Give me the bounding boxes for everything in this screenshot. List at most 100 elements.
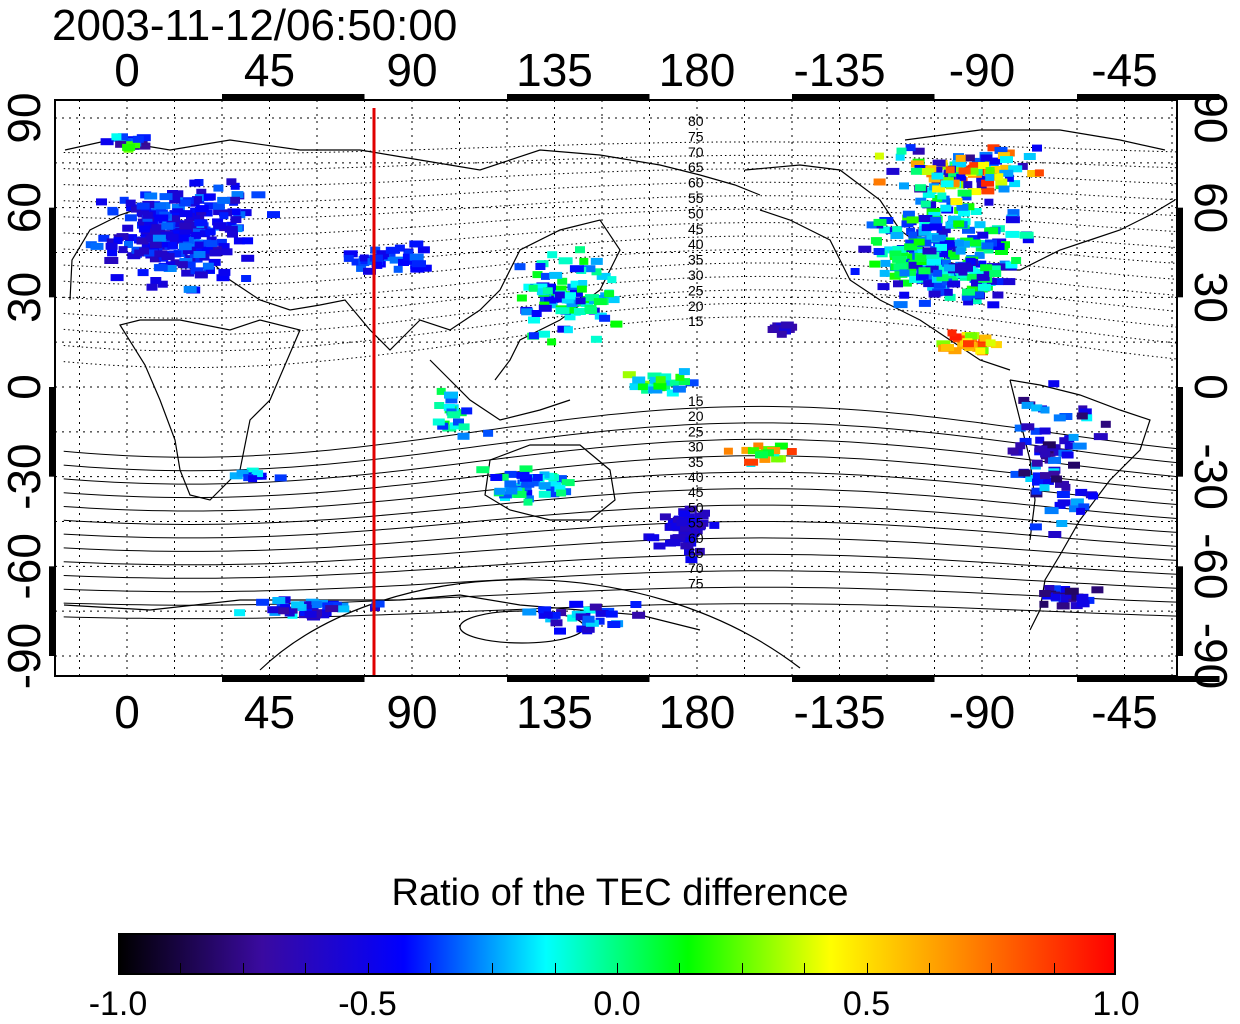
tec-map: 8075706560555045403530252015152025303540…	[0, 44, 1237, 738]
tec-cell	[1023, 153, 1036, 160]
tec-cell	[641, 386, 653, 394]
lon-tick-bottom: 135	[516, 686, 593, 738]
frame-bar	[1177, 207, 1183, 298]
contour-line	[63, 570, 1177, 593]
tec-cell	[971, 291, 985, 299]
tec-cell	[940, 204, 952, 212]
tec-cell	[148, 228, 161, 236]
tec-cell	[939, 250, 950, 258]
tec-cell	[230, 216, 242, 224]
tec-cell	[873, 178, 886, 186]
colorbar-minor-tick	[242, 963, 244, 975]
tec-cell	[157, 280, 168, 288]
contour-label: 40	[688, 469, 704, 485]
contour-label: 25	[688, 423, 704, 439]
tec-cell	[1061, 483, 1071, 491]
tec-cell	[921, 224, 932, 232]
tec-cell	[161, 222, 174, 230]
tec-cell	[579, 257, 589, 265]
tec-cell	[967, 235, 981, 243]
contour-label: 20	[688, 408, 704, 424]
tec-cell	[1056, 520, 1068, 527]
tec-cell	[925, 265, 939, 273]
tec-cell	[208, 258, 221, 266]
tec-cell	[902, 210, 915, 218]
tec-cell	[669, 379, 679, 387]
tec-cell	[759, 455, 771, 463]
tec-cell	[962, 340, 974, 348]
coastline	[119, 319, 301, 501]
tec-cell	[694, 512, 709, 520]
tec-cell	[554, 291, 565, 299]
tec-cell	[680, 542, 694, 550]
contour-line	[259, 579, 801, 671]
tec-cell	[1034, 445, 1048, 453]
lat-tick-right: -30	[1185, 443, 1237, 509]
tec-cell	[906, 227, 916, 235]
tec-cell	[605, 610, 618, 618]
tec-cell	[858, 245, 872, 253]
tec-cell	[956, 203, 969, 211]
contour-label: 55	[688, 190, 704, 206]
tec-cell	[193, 251, 206, 258]
tec-cell	[543, 611, 553, 619]
tec-cell	[950, 198, 963, 205]
tec-cell	[971, 279, 982, 287]
contour-line	[63, 521, 1177, 552]
tec-cell	[504, 480, 517, 488]
tec-cell	[359, 254, 369, 262]
tec-cell	[918, 239, 932, 247]
contour-line	[63, 553, 1177, 579]
tec-cell	[154, 250, 168, 258]
tec-cell	[993, 278, 1004, 286]
lat-tick-right: 90	[1185, 92, 1237, 143]
tec-cell	[932, 159, 946, 167]
tec-cell	[393, 265, 403, 273]
tec-cell	[206, 236, 217, 244]
tec-cell	[870, 237, 882, 245]
tec-cell	[914, 184, 926, 192]
contour-line	[63, 154, 1177, 171]
tec-cell	[528, 332, 539, 340]
tec-cell	[599, 314, 611, 322]
tec-cell	[659, 513, 671, 521]
tec-cell	[150, 210, 161, 218]
tec-cell	[780, 321, 794, 329]
tec-cell	[548, 490, 560, 498]
tec-cell	[940, 180, 954, 188]
tec-cell	[111, 133, 122, 141]
tec-cell	[146, 283, 158, 291]
tec-cell	[936, 268, 951, 276]
lat-tick-right: -90	[1185, 623, 1237, 689]
tec-cell	[684, 548, 694, 556]
tec-cell	[985, 339, 996, 347]
tec-cell	[569, 289, 583, 297]
tec-cell	[403, 249, 413, 257]
tec-cell	[1031, 487, 1042, 495]
tec-cell	[447, 411, 461, 419]
tec-cell	[687, 516, 700, 524]
tec-cell	[980, 264, 993, 272]
tec-cell	[149, 255, 161, 263]
tec-cell	[604, 290, 615, 298]
contour-label: 55	[688, 515, 704, 531]
contour-label: 70	[688, 560, 704, 576]
tec-cell	[434, 402, 445, 409]
tec-cell	[1007, 447, 1019, 455]
tec-cell	[968, 188, 982, 196]
tec-cell	[1091, 586, 1104, 594]
tec-cell	[522, 608, 537, 616]
tec-cell	[169, 190, 184, 198]
frame-bar	[507, 676, 650, 682]
tec-cell	[100, 138, 114, 146]
tec-cell	[593, 298, 607, 306]
tec-cell	[1078, 408, 1092, 416]
tec-cell	[538, 606, 552, 614]
contour-line	[63, 302, 1177, 352]
tec-cell	[1068, 461, 1080, 469]
tec-cell	[932, 264, 947, 272]
tec-cell	[234, 609, 246, 617]
tec-cell	[521, 489, 533, 497]
tec-cell	[880, 259, 891, 267]
tec-cell	[532, 271, 543, 279]
